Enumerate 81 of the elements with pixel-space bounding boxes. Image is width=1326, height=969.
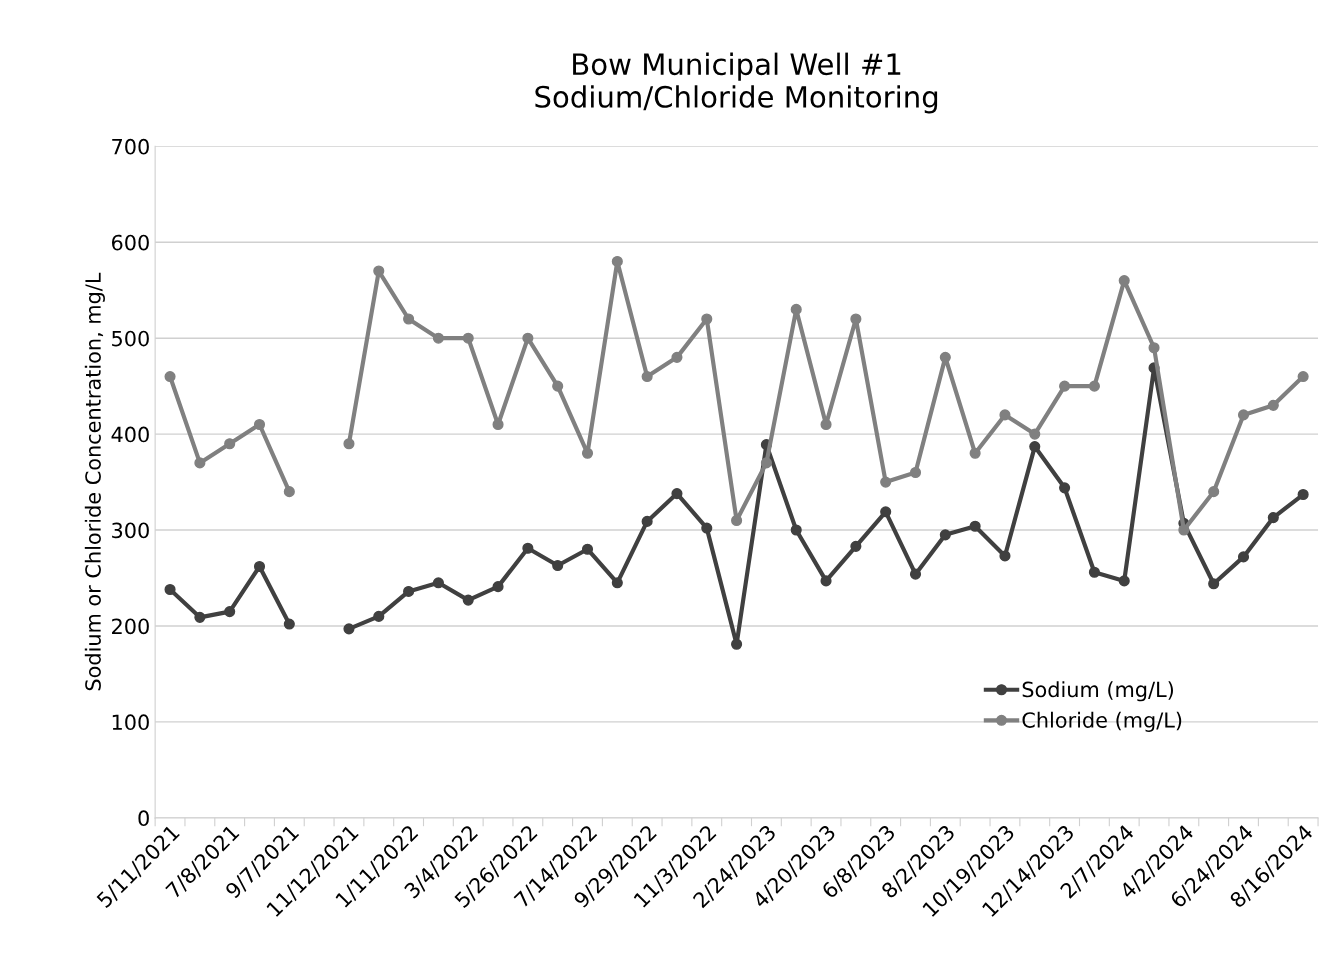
- point: [790, 524, 802, 536]
- point: [373, 265, 385, 277]
- point: [373, 610, 385, 622]
- point: [581, 543, 594, 555]
- point: [164, 583, 176, 596]
- point: [1267, 399, 1279, 411]
- point: [224, 438, 236, 450]
- point: [641, 370, 653, 383]
- point: [999, 409, 1011, 421]
- legend-label: Sodium (mg/L): [1022, 681, 1174, 702]
- y-tick-label: 200: [112, 618, 149, 635]
- point: [701, 522, 713, 534]
- point: [1208, 486, 1220, 498]
- point: [611, 255, 623, 267]
- point: [999, 550, 1011, 562]
- y-tick-label: 100: [112, 714, 149, 731]
- point: [641, 515, 653, 527]
- point: [939, 529, 951, 541]
- point: [909, 568, 922, 580]
- point: [1237, 551, 1250, 563]
- point: [1208, 578, 1220, 590]
- point: [671, 351, 683, 363]
- point: [880, 476, 892, 488]
- point: [343, 438, 355, 450]
- legend-label: Chloride (mg/L): [1022, 711, 1182, 732]
- point: [1267, 512, 1279, 524]
- point: [731, 638, 743, 650]
- y-axis-title: Sodium or Chloride Concentration, mg/L: [84, 272, 105, 691]
- point: [164, 370, 176, 383]
- point: [432, 332, 444, 344]
- point: [283, 486, 295, 498]
- point: [1059, 482, 1071, 494]
- y-tick-label: 600: [111, 234, 149, 251]
- point: [850, 540, 862, 552]
- point: [1088, 566, 1100, 578]
- point: [462, 594, 474, 606]
- point: [253, 418, 266, 431]
- point: [552, 380, 564, 392]
- point: [552, 559, 564, 572]
- point: [253, 560, 266, 573]
- point: [939, 351, 951, 363]
- point: [611, 577, 623, 589]
- point: [194, 457, 206, 469]
- point: [820, 575, 832, 587]
- y-tick-label: 500: [112, 330, 149, 347]
- y-tick-label: 700: [112, 138, 149, 155]
- point: [1297, 488, 1309, 501]
- point: [1029, 441, 1041, 453]
- point: [909, 466, 922, 479]
- point: [701, 313, 713, 325]
- point: [790, 303, 802, 315]
- point: [1148, 342, 1160, 354]
- point: [1088, 380, 1100, 392]
- y-tick-label: 300: [112, 522, 149, 539]
- point: [581, 447, 594, 459]
- point: [194, 611, 206, 623]
- point: [403, 313, 415, 325]
- point: [1178, 524, 1190, 536]
- point: [522, 542, 534, 554]
- point: [1029, 428, 1041, 440]
- point: [1059, 380, 1071, 392]
- y-tick-label: 0: [138, 810, 149, 827]
- point: [343, 623, 355, 635]
- point: [1237, 409, 1250, 421]
- point: [432, 577, 444, 589]
- point: [969, 520, 981, 532]
- point: [850, 313, 862, 325]
- point: [522, 332, 534, 344]
- point: [403, 585, 415, 597]
- point: [283, 618, 295, 630]
- point: [880, 506, 892, 518]
- point: [462, 332, 474, 344]
- point: [492, 581, 504, 593]
- y-tick-label: 400: [111, 426, 149, 443]
- point: [1297, 370, 1309, 383]
- chart-title: Bow Municipal Well #1 Sodium/Chloride Monitoring: [535, 52, 938, 114]
- point: [224, 606, 236, 618]
- point: [760, 457, 772, 469]
- point: [671, 488, 683, 500]
- point: [1118, 575, 1130, 587]
- point: [969, 447, 981, 459]
